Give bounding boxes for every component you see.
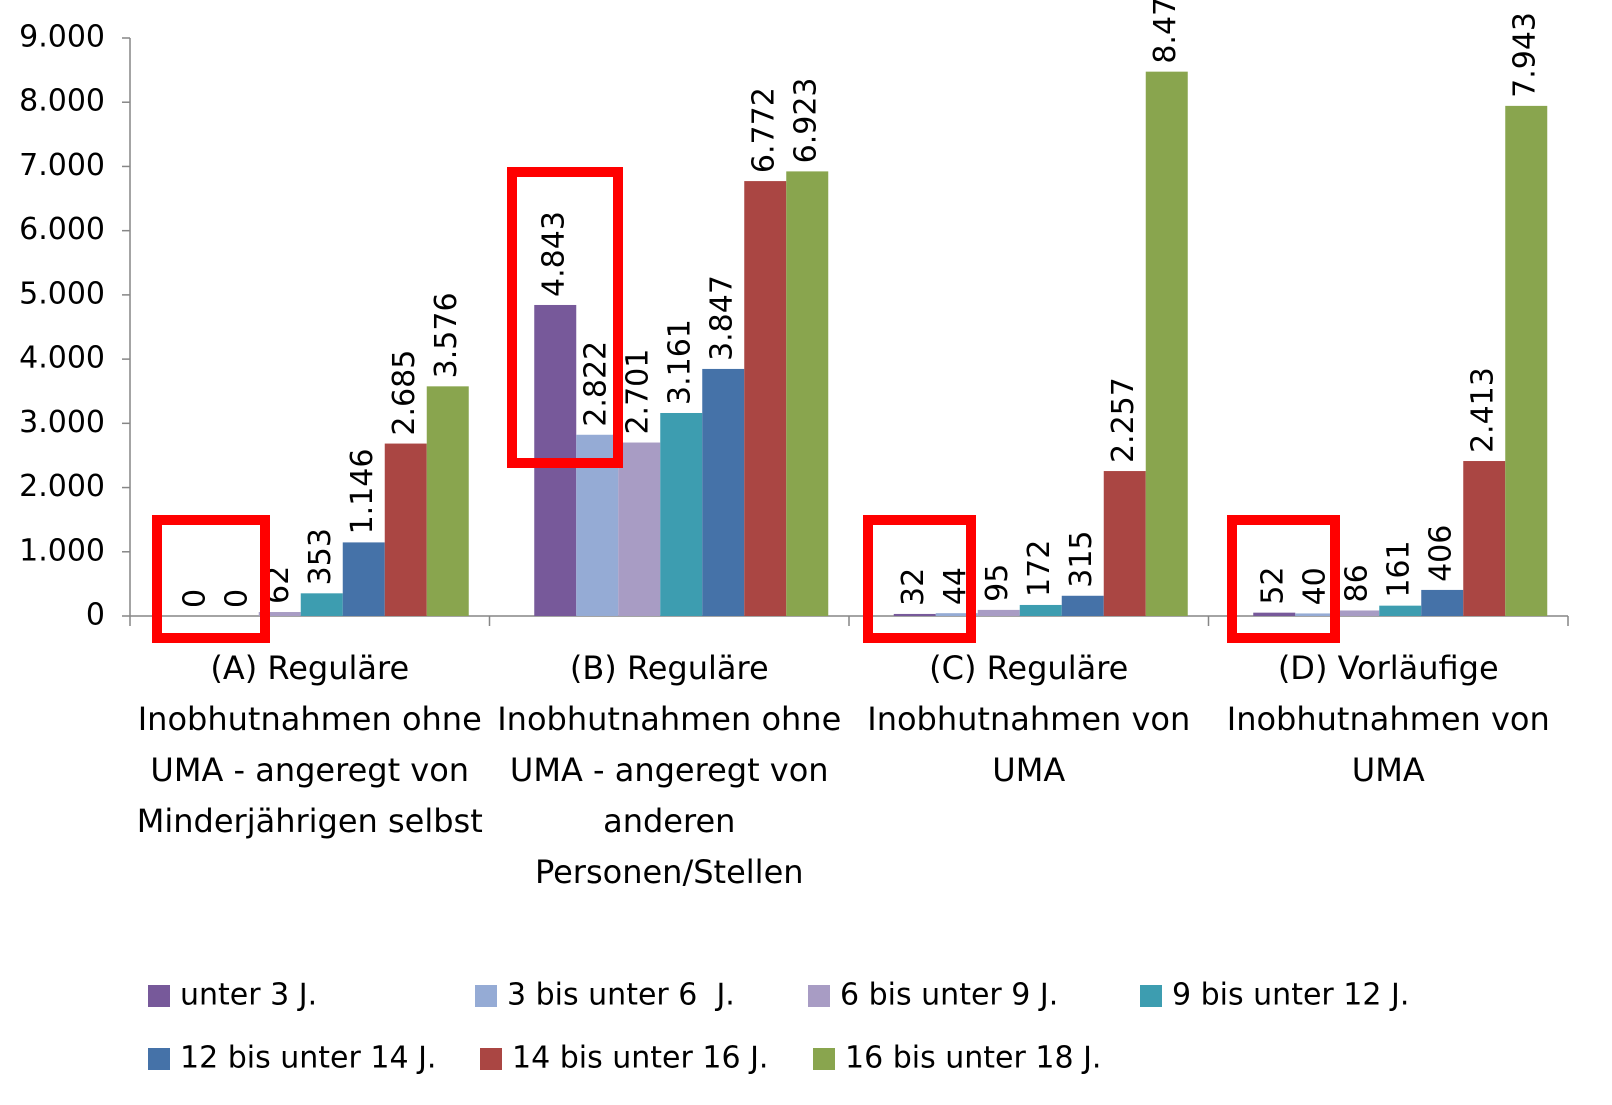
- bar: [426, 386, 469, 616]
- bar: [1295, 613, 1338, 616]
- x-tick-label: (B) Reguläre Inobhutnahmen ohne UMA - ange…: [497, 649, 841, 891]
- bar: [660, 412, 703, 616]
- x-tick-label: (D) Vorläufige Inobhutnahmen von UMA: [1227, 649, 1550, 789]
- legend-swatch: [480, 1048, 502, 1070]
- y-tick-label: 7.000: [19, 148, 105, 183]
- bar: [1019, 604, 1062, 616]
- highlights: [152, 167, 1340, 643]
- data-label: 3.161: [663, 319, 698, 405]
- y-tick-label: 3.000: [19, 405, 105, 440]
- y-tick-label: 1.000: [19, 533, 105, 568]
- plot: 0 1.000 2.000 3.000 4.000 5.000 6.000 7.000 8.00…: [19, 0, 1569, 1076]
- legend-label: 12 bis unter 14 J.: [180, 1041, 436, 1076]
- bar: [300, 593, 343, 616]
- bar: [1505, 105, 1548, 617]
- data-label: 8.476: [1148, 0, 1183, 64]
- data-label: 0: [219, 589, 254, 608]
- bar: [893, 613, 936, 616]
- data-label: 2.701: [621, 349, 656, 435]
- data-label: 1.146: [345, 449, 380, 535]
- bar: [342, 542, 385, 616]
- bar: [384, 443, 427, 616]
- data-label: 2.685: [387, 350, 422, 436]
- data-label: 3.576: [429, 292, 464, 378]
- data-label: 95: [980, 564, 1015, 602]
- y-tick-label: 2.000: [19, 469, 105, 504]
- legend-swatch: [808, 985, 830, 1007]
- data-label: 406: [1424, 525, 1459, 582]
- data-label: 161: [1382, 540, 1417, 597]
- data-label: 4.843: [537, 211, 572, 297]
- data-label: 52: [1256, 566, 1291, 604]
- legend-label: unter 3 J.: [180, 978, 317, 1013]
- bar: [1337, 610, 1380, 616]
- bar: [1253, 612, 1296, 616]
- y-tick-label: 9.000: [19, 20, 105, 55]
- highlight-box: [1227, 515, 1340, 643]
- data-label: 40: [1298, 567, 1333, 605]
- data-label: 7.943: [1508, 12, 1543, 98]
- bar: [1421, 589, 1464, 616]
- bar: [786, 171, 829, 616]
- data-label: 86: [1340, 564, 1375, 602]
- bar: [1061, 595, 1104, 616]
- legend-swatch: [148, 1048, 170, 1070]
- y-tick-label: 8.000: [19, 84, 105, 119]
- highlight-box: [152, 515, 270, 643]
- legend-label: 14 bis unter 16 J.: [512, 1041, 768, 1076]
- legend-swatch: [1140, 985, 1162, 1007]
- data-label: 172: [1022, 540, 1057, 597]
- bar: [1103, 471, 1146, 616]
- legend-label: 6 bis unter 9 J.: [840, 978, 1058, 1013]
- y-tick-label: 6.000: [19, 212, 105, 247]
- legend-swatch: [148, 985, 170, 1007]
- bar: [618, 442, 661, 616]
- data-label: 315: [1064, 531, 1099, 588]
- highlight-box: [507, 167, 623, 468]
- bar: [1463, 461, 1506, 616]
- data-label: 32: [896, 568, 931, 606]
- data-label: 6.923: [789, 77, 824, 163]
- y-tick-label: 5.000: [19, 276, 105, 311]
- y-tick-label: 4.000: [19, 341, 105, 376]
- bar: [935, 613, 978, 616]
- bar: [1145, 71, 1188, 616]
- data-label: 2.822: [579, 341, 614, 427]
- bar: [977, 609, 1020, 616]
- data-label: 353: [303, 528, 338, 585]
- data-label: 2.413: [1466, 367, 1501, 453]
- bar: [744, 181, 787, 617]
- bar: [702, 368, 745, 616]
- y-tick-label: 0: [86, 598, 105, 633]
- legend-swatch: [475, 985, 497, 1007]
- legend-label: 16 bis unter 18 J.: [845, 1041, 1101, 1076]
- data-label: 2.257: [1106, 377, 1141, 463]
- x-tick-label: (A) Reguläre Inobhutnahmen ohne UMA - ange…: [137, 649, 483, 840]
- x-tick-label: (C) Reguläre Inobhutnahmen von UMA: [867, 649, 1190, 789]
- bar: [258, 612, 301, 616]
- highlight-box: [863, 515, 976, 643]
- bar: [1379, 605, 1422, 616]
- legend-label: 3 bis unter 6 J.: [507, 978, 735, 1013]
- legend-label: 9 bis unter 12 J.: [1172, 978, 1409, 1013]
- data-label: 3.847: [705, 275, 740, 361]
- data-label: 0: [177, 589, 212, 608]
- legend-swatch: [813, 1048, 835, 1070]
- data-label: 6.772: [747, 87, 782, 173]
